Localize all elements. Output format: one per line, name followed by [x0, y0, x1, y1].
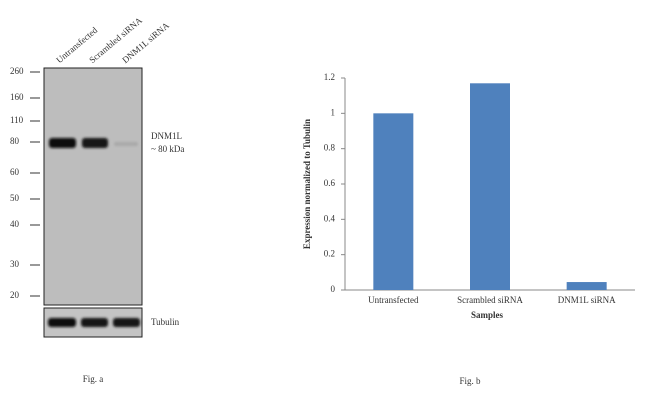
blot-membrane [43, 67, 143, 306]
band-label: DNM1L [151, 131, 182, 141]
band-size: ~ 80 kDa [151, 144, 184, 154]
band [82, 138, 108, 148]
y-tick-label: 0.8 [324, 143, 336, 153]
y-tick-label: 0.4 [324, 213, 336, 223]
marker-label: 110 [10, 115, 24, 125]
band [81, 318, 108, 327]
marker-label: 80 [10, 136, 20, 146]
band [48, 318, 76, 327]
lane-label: Scrambled siRNA [87, 15, 144, 65]
caption: Fig. b [459, 376, 481, 386]
marker-label: 260 [10, 66, 24, 76]
y-tick-label: 0.2 [324, 249, 335, 259]
x-tick-label: Untransfected [368, 295, 419, 305]
x-tick-label: Scrambled siRNA [457, 295, 523, 305]
y-tick-label: 1 [331, 107, 336, 117]
marker-label: 40 [10, 219, 20, 229]
marker-label: 20 [10, 290, 20, 300]
band [114, 142, 138, 146]
caption: Fig. a [83, 374, 104, 384]
y-tick-label: 0.6 [324, 178, 336, 188]
y-tick-label: 1.2 [324, 72, 335, 82]
x-axis-label: Samples [471, 310, 504, 320]
bar [566, 282, 607, 290]
loading-label: Tubulin [151, 317, 180, 327]
marker-label: 30 [10, 259, 20, 269]
y-axis-label: Expression normalized to Tubulin [302, 119, 312, 249]
band [113, 318, 140, 327]
band [49, 138, 76, 148]
y-tick-label: 0 [331, 284, 336, 294]
marker-label: 160 [10, 92, 24, 102]
marker-label: 50 [10, 193, 20, 203]
marker-label: 60 [10, 167, 20, 177]
bar [470, 83, 510, 290]
x-tick-label: DNM1L siRNA [558, 295, 616, 305]
bar [373, 113, 414, 290]
